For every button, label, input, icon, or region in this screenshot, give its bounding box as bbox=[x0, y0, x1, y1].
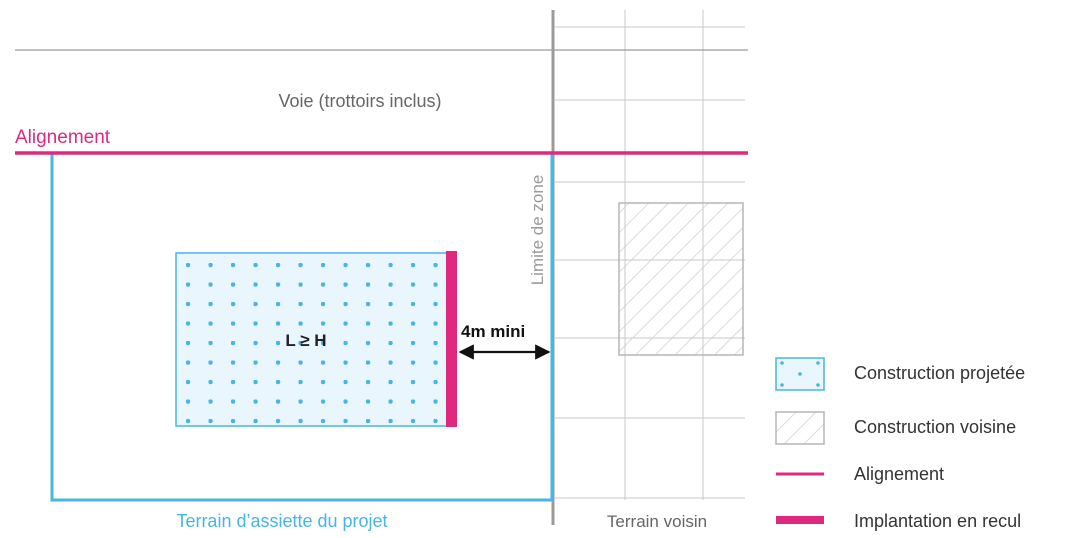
legend-dot bbox=[780, 361, 784, 365]
legend-dot bbox=[816, 361, 820, 365]
legend-label-implantation-recul: Implantation en recul bbox=[854, 511, 1021, 531]
neighbor-land-label: Terrain voisin bbox=[607, 512, 707, 531]
legend-hatched-box-icon bbox=[775, 411, 825, 445]
legend-item-construction-projetee: Construction projetée bbox=[775, 357, 1025, 391]
legend-label-alignement: Alignement bbox=[854, 464, 944, 484]
distance-label: 4m mini bbox=[461, 322, 525, 341]
legend-label-construction-voisine: Construction voisine bbox=[854, 417, 1016, 437]
projected-construction-dots bbox=[177, 254, 449, 425]
legend-dot bbox=[780, 383, 784, 387]
road-label: Voie (trottoirs inclus) bbox=[278, 91, 441, 111]
legend-thick-bar-icon bbox=[776, 516, 824, 524]
project-site-outline bbox=[50, 153, 554, 502]
project-site-label: Terrain d’assiette du projet bbox=[176, 511, 387, 531]
zone-limit-label: Limite de zone bbox=[528, 175, 547, 286]
legend-item-implantation-recul: Implantation en recul bbox=[776, 511, 1021, 531]
legend-item-alignement: Alignement bbox=[776, 464, 944, 484]
ratio-label: L ≥ H bbox=[285, 331, 326, 350]
legend-dot bbox=[798, 372, 802, 376]
neighbor-construction bbox=[618, 202, 744, 356]
legend-dot bbox=[816, 383, 820, 387]
setback-bar bbox=[446, 251, 457, 427]
alignment-label: Alignement bbox=[15, 127, 111, 148]
legend-label-construction-projetee: Construction projetée bbox=[854, 363, 1025, 383]
legend-item-construction-voisine: Construction voisine bbox=[775, 411, 1016, 445]
legend: Construction projetée Construction voisi… bbox=[775, 357, 1025, 531]
